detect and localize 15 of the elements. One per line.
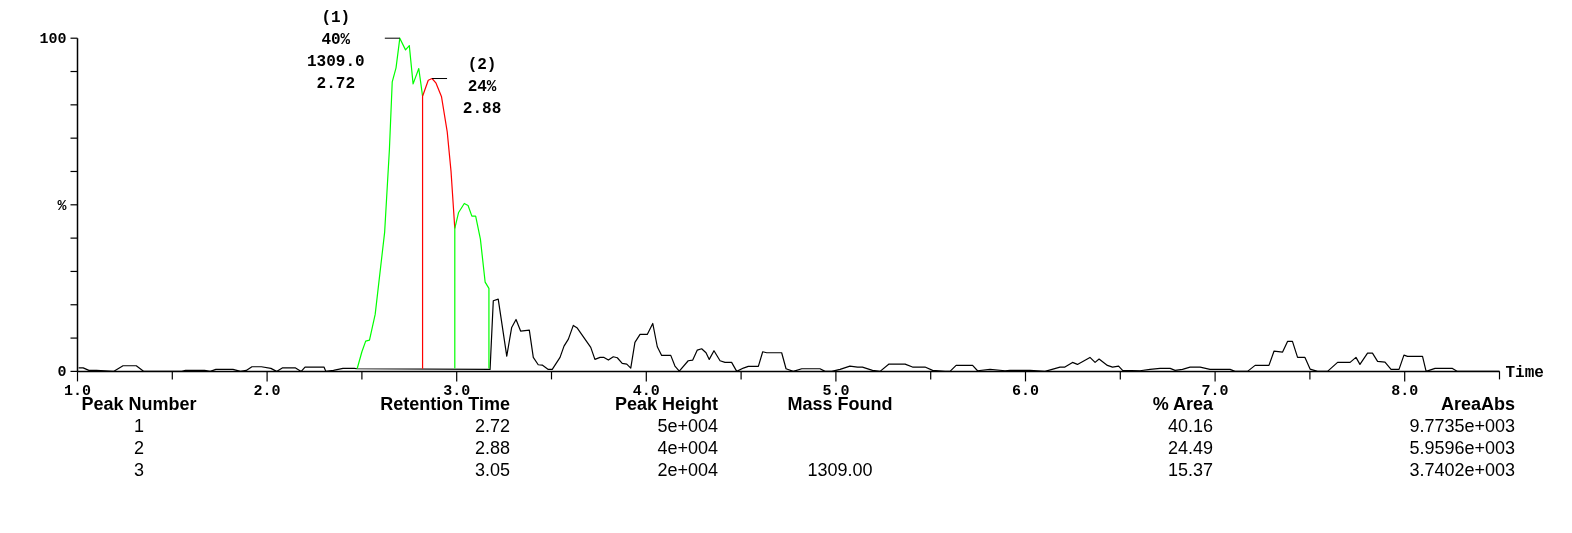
text: 1 2.72 5e+004 40.16 9.7735e+003 xyxy=(133,416,1515,436)
x-axis-title: Time xyxy=(1505,364,1544,383)
text: 3 3.05 2e+004 1309.00 15.37 3.7402e+003 xyxy=(133,460,1515,480)
x-tick-label: 8.0 xyxy=(1391,383,1419,401)
line-series xyxy=(421,77,456,370)
annotation: (2) 24% 2.88 xyxy=(462,55,502,118)
x-tick-label: 2.0 xyxy=(253,383,281,401)
x-tick-label: 6.0 xyxy=(1011,383,1040,401)
y-tick-label: 100 xyxy=(39,31,67,49)
y-tick-label: 0 xyxy=(57,364,67,382)
text: 2 2.88 4e+004 24.49 5.9596e+003 xyxy=(133,438,1515,458)
x-tick-label: 7.0 xyxy=(1201,383,1229,401)
y-tick-label: % xyxy=(57,197,68,215)
annotation: (1) 40% 1309.0 2.72 xyxy=(307,9,365,94)
line-series xyxy=(454,202,490,369)
